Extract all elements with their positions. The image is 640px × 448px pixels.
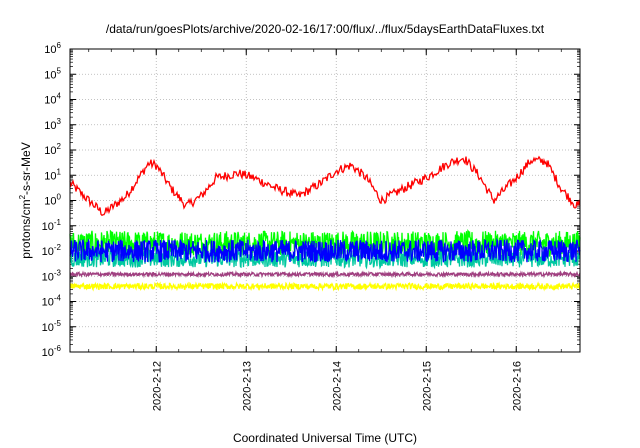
y-tick-label: 106 — [44, 41, 61, 56]
y-tick-label-base: 10 — [44, 120, 56, 132]
y-tick-label-exponent: -4 — [54, 294, 62, 303]
x-tick-labels: 2020-2-12 2020-2-13 2020-2-14 2020-2-15 2020… — [151, 361, 523, 411]
y-tick-label-exponent: -3 — [54, 268, 62, 277]
y-axis-label-base: protons/cm — [19, 199, 33, 258]
series-layer — [69, 155, 581, 292]
plot-frame — [69, 48, 581, 353]
y-axis-label-rest: -s-sr-MeV — [19, 142, 33, 195]
y-tick-label-exponent: 2 — [57, 142, 62, 151]
series-line — [69, 155, 581, 217]
y-tick-label: 10-3 — [42, 268, 62, 283]
y-tick-label-exponent: 5 — [57, 66, 62, 75]
y-tick-label-base: 10 — [44, 170, 56, 182]
y-tick-label-exponent: -6 — [54, 344, 62, 353]
x-tick-label: 2020-2-15 — [421, 361, 433, 411]
x-tick-label: 2020-2-13 — [241, 361, 253, 411]
chart-title: /data/run/goesPlots/archive/2020-02-16/1… — [106, 22, 545, 36]
y-tick-label: 102 — [44, 142, 61, 157]
y-tick-label-exponent: -1 — [54, 218, 62, 227]
y-tick-label: 101 — [44, 167, 61, 182]
y-tick-label: 10-5 — [42, 319, 62, 334]
y-tick-label: 10-6 — [42, 344, 62, 359]
y-axis-label-exponent: 2 — [18, 194, 27, 199]
x-tick-label: 2020-2-14 — [331, 361, 343, 411]
y-tick-label: 10-1 — [42, 218, 62, 233]
y-tick-label-exponent: -5 — [54, 319, 62, 328]
y-tick-label-base: 10 — [44, 95, 56, 107]
x-axis-label: Coordinated Universal Time (UTC) — [233, 431, 417, 445]
y-tick-label-base: 10 — [42, 297, 54, 309]
y-tick-label: 104 — [44, 92, 61, 107]
y-tick-label-base: 10 — [44, 69, 56, 81]
series-line — [69, 237, 581, 263]
y-tick-label: 10-2 — [42, 243, 62, 258]
y-tick-label-base: 10 — [42, 221, 54, 233]
series-line — [69, 269, 581, 279]
grid-lines — [70, 49, 580, 352]
y-tick-label-exponent: 4 — [57, 92, 62, 101]
y-tick-label: 100 — [44, 193, 61, 208]
x-tick-label: 2020-2-12 — [151, 361, 163, 411]
y-tick-label-exponent: 3 — [57, 117, 62, 126]
y-tick-label-exponent: 6 — [57, 41, 62, 50]
y-tick-label-base: 10 — [42, 271, 54, 283]
series-line — [69, 248, 581, 270]
y-tick-label-exponent: -2 — [54, 243, 62, 252]
series-line — [69, 281, 581, 292]
y-tick-label-base: 10 — [42, 322, 54, 334]
y-tick-label: 10-4 — [42, 294, 62, 309]
y-tick-label-base: 10 — [42, 246, 54, 258]
y-axis-label: protons/cm2-s-sr-MeV — [18, 142, 33, 258]
y-tick-label-exponent: 1 — [57, 167, 62, 176]
x-tick-label: 2020-2-16 — [511, 361, 523, 411]
y-tick-label-base: 10 — [44, 44, 56, 56]
y-tick-labels: 10-610-510-410-310-210-11001011021031041… — [42, 41, 62, 359]
y-tick-label-base: 10 — [44, 196, 56, 208]
y-tick-label: 103 — [44, 117, 61, 132]
y-tick-label-base: 10 — [44, 145, 56, 157]
y-tick-label-exponent: 0 — [57, 193, 62, 202]
y-tick-label-base: 10 — [42, 347, 54, 359]
y-tick-label: 105 — [44, 66, 61, 81]
